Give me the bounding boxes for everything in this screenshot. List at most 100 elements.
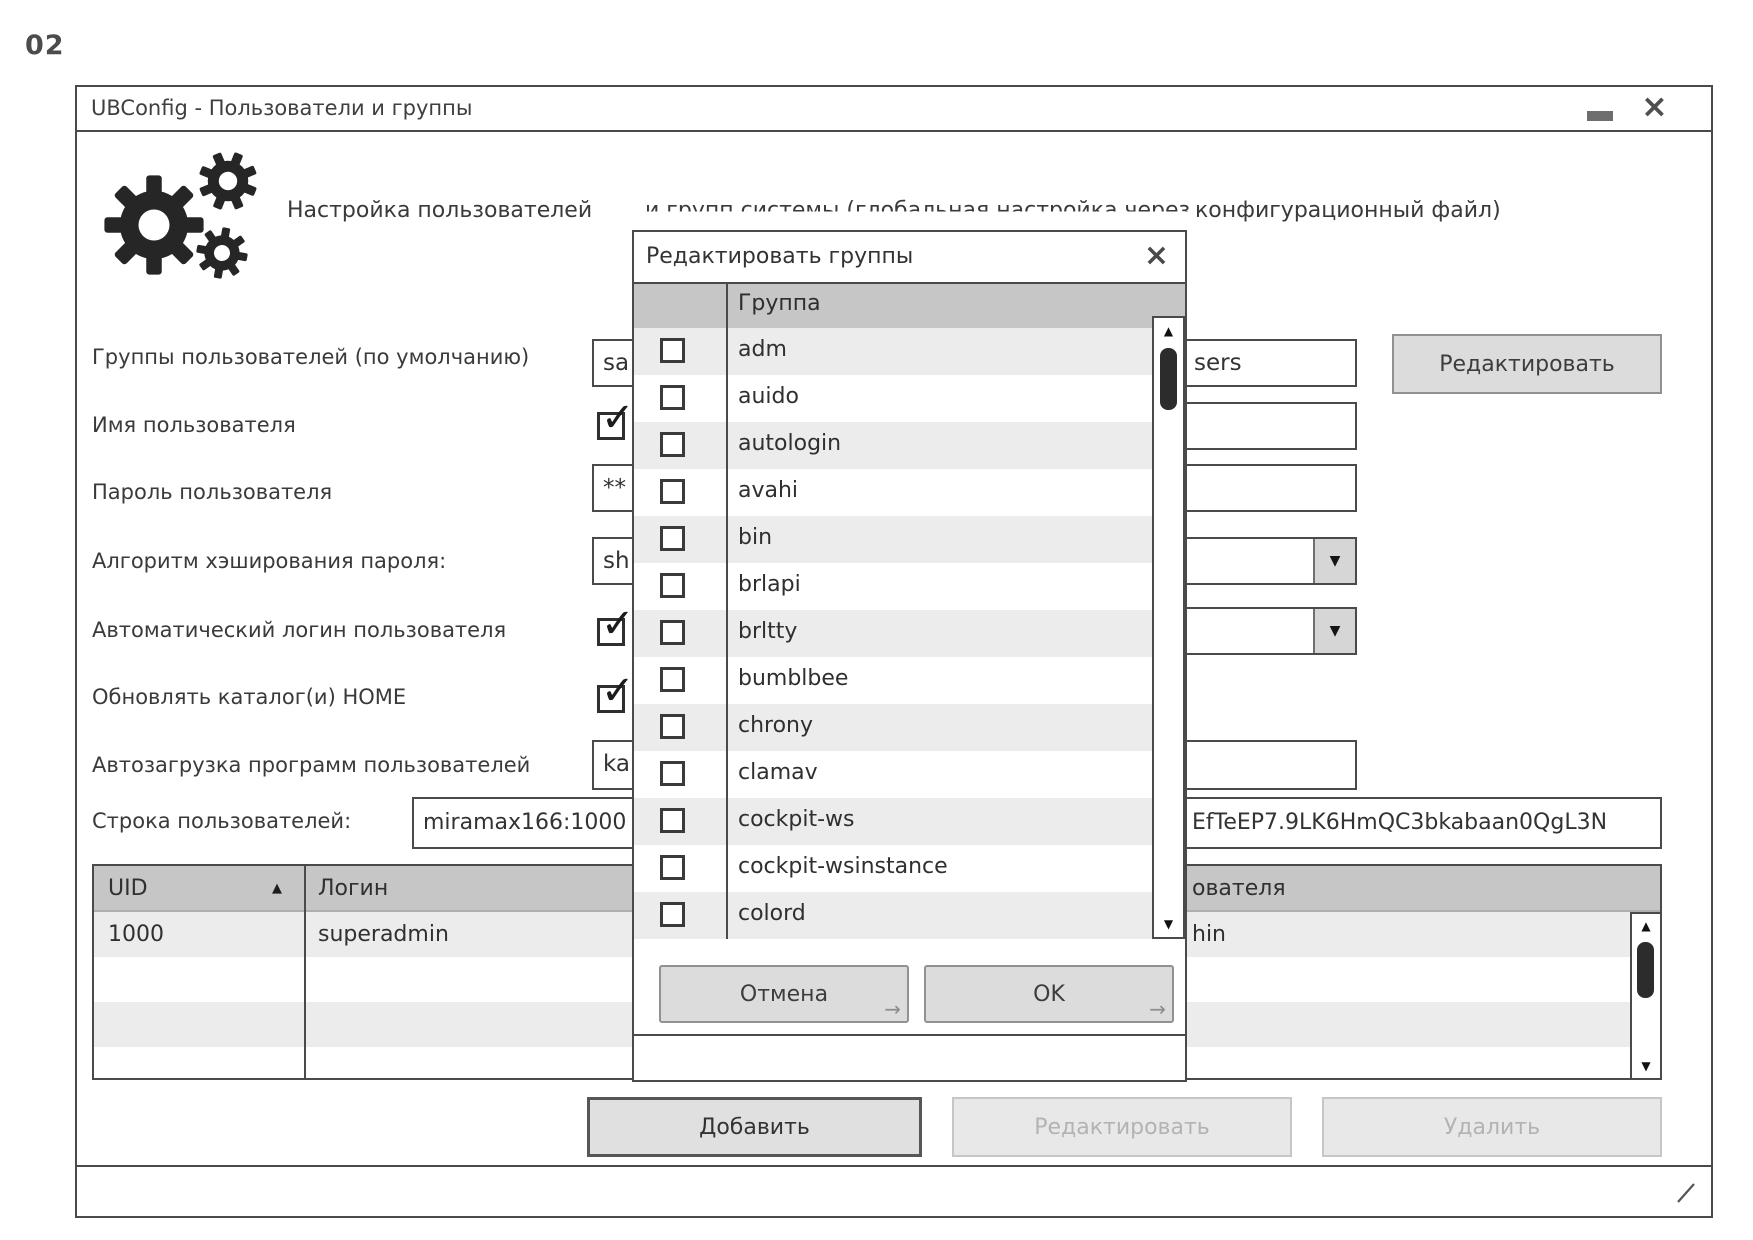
scroll-up-icon[interactable]: ▲: [1641, 919, 1651, 933]
autologin-dropdown-arrow-icon[interactable]: ▼: [1313, 609, 1355, 653]
group-name-label: clamav: [738, 760, 818, 785]
group-list-item[interactable]: avahi: [634, 469, 1185, 516]
window-description-right: конфигурационный файл): [1195, 198, 1501, 223]
cell-name-fragment: hin: [1192, 922, 1226, 947]
column-header-uid[interactable]: UID: [108, 876, 148, 901]
scrollbar-thumb[interactable]: [1160, 348, 1177, 410]
group-name-label: brlapi: [738, 572, 801, 597]
ok-button[interactable]: OK →: [924, 965, 1174, 1023]
update-home-checkbox[interactable]: ✓: [597, 671, 635, 713]
group-list-item[interactable]: autologin: [634, 422, 1185, 469]
add-user-button[interactable]: Добавить: [587, 1097, 922, 1157]
check-icon: ✓: [601, 668, 635, 714]
check-icon: ✓: [601, 395, 635, 441]
group-list-item[interactable]: bin: [634, 516, 1185, 563]
group-name-label: auido: [738, 384, 799, 409]
group-list-item[interactable]: colord: [634, 892, 1185, 939]
group-checkbox[interactable]: [660, 385, 685, 410]
column-header-name-fragment[interactable]: ователя: [1192, 876, 1286, 901]
group-checkbox[interactable]: [660, 573, 685, 598]
group-checkbox[interactable]: [660, 714, 685, 739]
column-header-login[interactable]: Логин: [318, 876, 389, 901]
group-checkbox[interactable]: [660, 808, 685, 833]
scroll-down-icon[interactable]: ▼: [1163, 917, 1174, 931]
close-icon[interactable]: ×: [1641, 87, 1668, 125]
group-name-label: chrony: [738, 713, 814, 738]
autologin-checkbox[interactable]: ✓: [597, 604, 635, 646]
group-list-item[interactable]: brlapi: [634, 563, 1185, 610]
cell-login: superadmin: [318, 922, 449, 947]
scroll-up-icon[interactable]: ▲: [1163, 324, 1174, 338]
group-checkbox[interactable]: [660, 855, 685, 880]
groups-value-left: sa: [603, 350, 630, 376]
group-list-item[interactable]: brltty: [634, 610, 1185, 657]
window-description-middle: и групп системы (глобальная настройка че…: [645, 198, 1191, 223]
group-name-label: cockpit-wsinstance: [738, 854, 948, 879]
group-list-item[interactable]: cockpit-wsinstance: [634, 845, 1185, 892]
dialog-title: Редактировать группы: [646, 244, 914, 269]
window-description-left: Настройка пользователей: [287, 198, 593, 223]
group-name-label: bumblbee: [738, 666, 849, 691]
group-list-item[interactable]: clamav: [634, 751, 1185, 798]
group-name-label: brltty: [738, 619, 798, 644]
dialog-footer-divider: [634, 1034, 1185, 1036]
group-checkbox[interactable]: [660, 667, 685, 692]
userline-value-left: miramax166:1000: [423, 810, 627, 835]
resize-handle-icon[interactable]: [1675, 1181, 1697, 1205]
slide-number-label: 02: [25, 30, 65, 61]
group-name-label: adm: [738, 337, 787, 362]
dialog-scrollbar[interactable]: ▲ ▼: [1152, 316, 1185, 939]
check-icon: ✓: [601, 601, 635, 647]
group-list-item[interactable]: bumblbee: [634, 657, 1185, 704]
userline-label: Строка пользователей:: [92, 809, 352, 833]
group-checkbox[interactable]: [660, 338, 685, 363]
group-checkbox[interactable]: [660, 620, 685, 645]
edit-user-button[interactable]: Редактировать: [952, 1097, 1292, 1157]
group-table-header: Группа: [634, 284, 1185, 328]
cursor-arrow-icon: →: [1149, 997, 1166, 1021]
scrollbar-thumb[interactable]: [1637, 942, 1654, 998]
minimize-icon[interactable]: [1587, 111, 1613, 121]
cell-uid: 1000: [108, 922, 164, 947]
table-scrollbar[interactable]: ▲ ▼: [1630, 912, 1662, 1080]
autologin-label: Автоматический логин пользователя: [92, 618, 507, 642]
group-checkbox[interactable]: [660, 902, 685, 927]
userline-value-right: EfTeEP7.9LK6HmQC3bkabaan0QgL3N: [1192, 810, 1608, 835]
group-list-item[interactable]: adm: [634, 328, 1185, 375]
group-name-label: cockpit-ws: [738, 807, 855, 832]
autostart-value: ka: [603, 751, 631, 777]
hash-value: sh: [603, 548, 630, 574]
group-name-label: colord: [738, 901, 806, 926]
dialog-close-icon[interactable]: ×: [1143, 238, 1169, 273]
group-list-item[interactable]: cockpit-ws: [634, 798, 1185, 845]
sort-asc-icon[interactable]: ▲: [272, 881, 282, 896]
scroll-down-icon[interactable]: ▼: [1641, 1059, 1651, 1073]
delete-user-button[interactable]: Удалить: [1322, 1097, 1662, 1157]
group-checkbox[interactable]: [660, 761, 685, 786]
dialog-titlebar[interactable]: Редактировать группы ×: [634, 232, 1185, 284]
window-title: UBConfig - Пользователи и группы: [91, 96, 473, 120]
password-value: **: [603, 475, 626, 501]
username-label: Имя пользователя: [92, 413, 296, 437]
hash-dropdown-arrow-icon[interactable]: ▼: [1313, 539, 1355, 583]
window-titlebar[interactable]: UBConfig - Пользователи и группы ×: [77, 87, 1711, 132]
dialog-column-divider: [726, 284, 728, 939]
group-list-item[interactable]: auido: [634, 375, 1185, 422]
column-divider: [304, 866, 306, 1078]
group-checkbox[interactable]: [660, 479, 685, 504]
group-list: adm auido autologin avahi bin brlapi brl…: [634, 328, 1185, 939]
username-checkbox[interactable]: ✓: [597, 398, 635, 440]
group-list-item[interactable]: chrony: [634, 704, 1185, 751]
edit-groups-button[interactable]: Редактировать: [1392, 334, 1662, 394]
group-name-label: bin: [738, 525, 773, 550]
group-checkbox[interactable]: [660, 432, 685, 457]
hash-algorithm-label: Алгоритм хэширования пароля:: [92, 549, 447, 573]
statusbar-divider: [77, 1165, 1711, 1167]
cancel-button[interactable]: Отмена →: [659, 965, 909, 1023]
group-checkbox[interactable]: [660, 526, 685, 551]
ubconfig-window: UBConfig - Пользователи и группы ×: [75, 85, 1713, 1218]
autostart-label: Автозагрузка программ пользователей: [92, 753, 531, 777]
update-home-label: Обновлять каталог(и) HOME: [92, 685, 407, 709]
group-name-label: autologin: [738, 431, 842, 456]
gears-icon: [104, 143, 267, 283]
